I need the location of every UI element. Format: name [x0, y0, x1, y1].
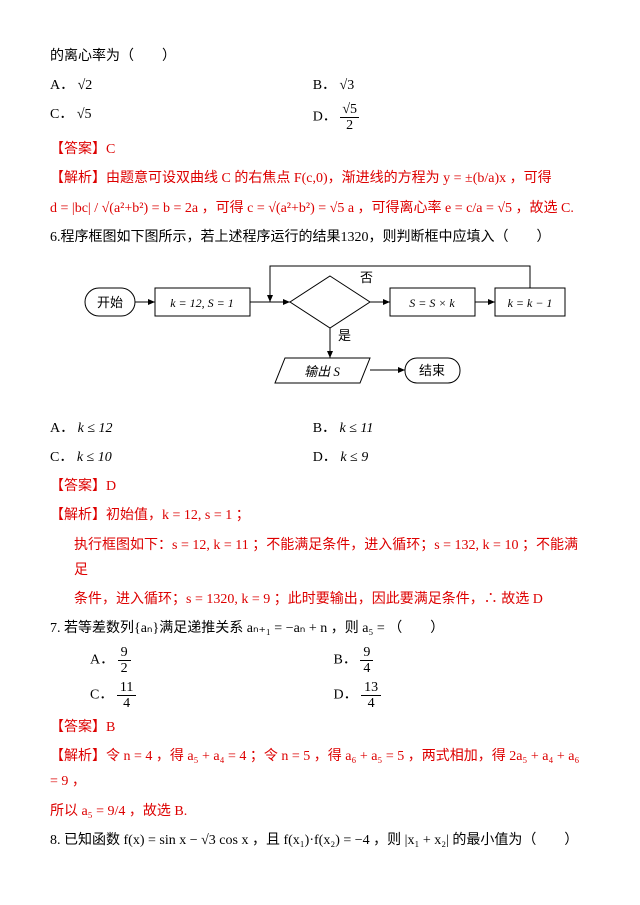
q6-solution-1: 【解析】初始值，k = 12, s = 1 ； — [50, 503, 590, 528]
lbl: A． — [50, 421, 74, 436]
lbl: B． — [313, 421, 336, 436]
q7-opt-c: C． 114 — [90, 680, 330, 711]
val: k ≤ 11 — [340, 421, 374, 436]
q6-solution-3: 条件，进入循环；s = 1320, k = 9 ；此时要输出，因此要满足条件，∴… — [50, 587, 590, 612]
flowchart: 开始 k = 12, S = 1 否 是 S = S × k k = k − 1… — [70, 258, 570, 408]
q7-opt-b: B． 94 — [334, 645, 574, 676]
opt-c-label: C． — [50, 107, 73, 122]
svg-text:k = 12, S = 1: k = 12, S = 1 — [170, 296, 234, 310]
opt-d-label: D． — [313, 110, 337, 125]
svg-text:开始: 开始 — [97, 295, 123, 310]
svg-text:S = S × k: S = S × k — [409, 296, 455, 310]
q5-answer: 【答案】C — [50, 137, 590, 162]
lbl: B． — [334, 653, 357, 668]
lbl: C． — [50, 450, 73, 465]
q6-opt-a: A． k ≤ 12 — [50, 416, 309, 441]
q5-stem: 的离心率为（ ） — [50, 44, 590, 69]
svg-text:输出 S: 输出 S — [304, 364, 340, 379]
svg-text:是: 是 — [338, 328, 351, 343]
q7-solution-2: 所以 a₅ = 9/4 ，故选 B. — [50, 799, 590, 824]
q5-solution-2: d = |bc| / √(a²+b²) = b = 2a ，可得 c = √(a… — [50, 196, 590, 221]
lbl: C． — [90, 688, 113, 703]
q7-solution-1: 【解析】令 n = 4 ，得 a₅ + a₄ = 4 ；令 n = 5 ，得 a… — [50, 744, 590, 794]
svg-text:结束: 结束 — [419, 363, 445, 378]
lbl: D． — [313, 450, 337, 465]
opt-a: A． √2 — [50, 73, 309, 98]
opt-a-label: A． — [50, 78, 74, 93]
q7-answer: 【答案】B — [50, 715, 590, 740]
q7-stem: 7. 若等差数列{aₙ}满足递推关系 aₙ₊₁ = −aₙ + n ，则 a₅ … — [50, 616, 590, 641]
val: k ≤ 10 — [77, 450, 112, 465]
svg-text:k = k − 1: k = k − 1 — [508, 296, 553, 310]
lbl: D． — [334, 688, 358, 703]
q7-opt-d: D． 134 — [334, 680, 574, 711]
val: k ≤ 12 — [78, 421, 113, 436]
val: k ≤ 9 — [340, 450, 368, 465]
q6-answer: 【答案】D — [50, 474, 590, 499]
q8-stem: 8. 已知函数 f(x) = sin x − √3 cos x ，且 f(x₁)… — [50, 828, 590, 853]
q6-opt-d: D． k ≤ 9 — [313, 445, 572, 470]
lbl: A． — [90, 653, 114, 668]
q7-opt-a: A． 92 — [90, 645, 330, 676]
opt-b: B． √3 — [313, 73, 572, 98]
q6-solution-2: 执行框图如下：s = 12, k = 11 ；不能满足条件，进入循环；s = 1… — [50, 533, 590, 583]
opt-b-label: B． — [313, 78, 336, 93]
opt-d: D． √52 — [313, 102, 572, 133]
q6-opt-b: B． k ≤ 11 — [313, 416, 572, 441]
opt-c: C． √5 — [50, 102, 309, 127]
svg-text:否: 否 — [360, 270, 373, 285]
q6-stem: 6.程序框图如下图所示，若上述程序运行的结果1320，则判断框中应填入（ ） — [50, 225, 590, 250]
q5-solution-1: 【解析】由题意可设双曲线 C 的右焦点 F(c,0)，渐进线的方程为 y = ±… — [50, 166, 590, 191]
q6-opt-c: C． k ≤ 10 — [50, 445, 309, 470]
